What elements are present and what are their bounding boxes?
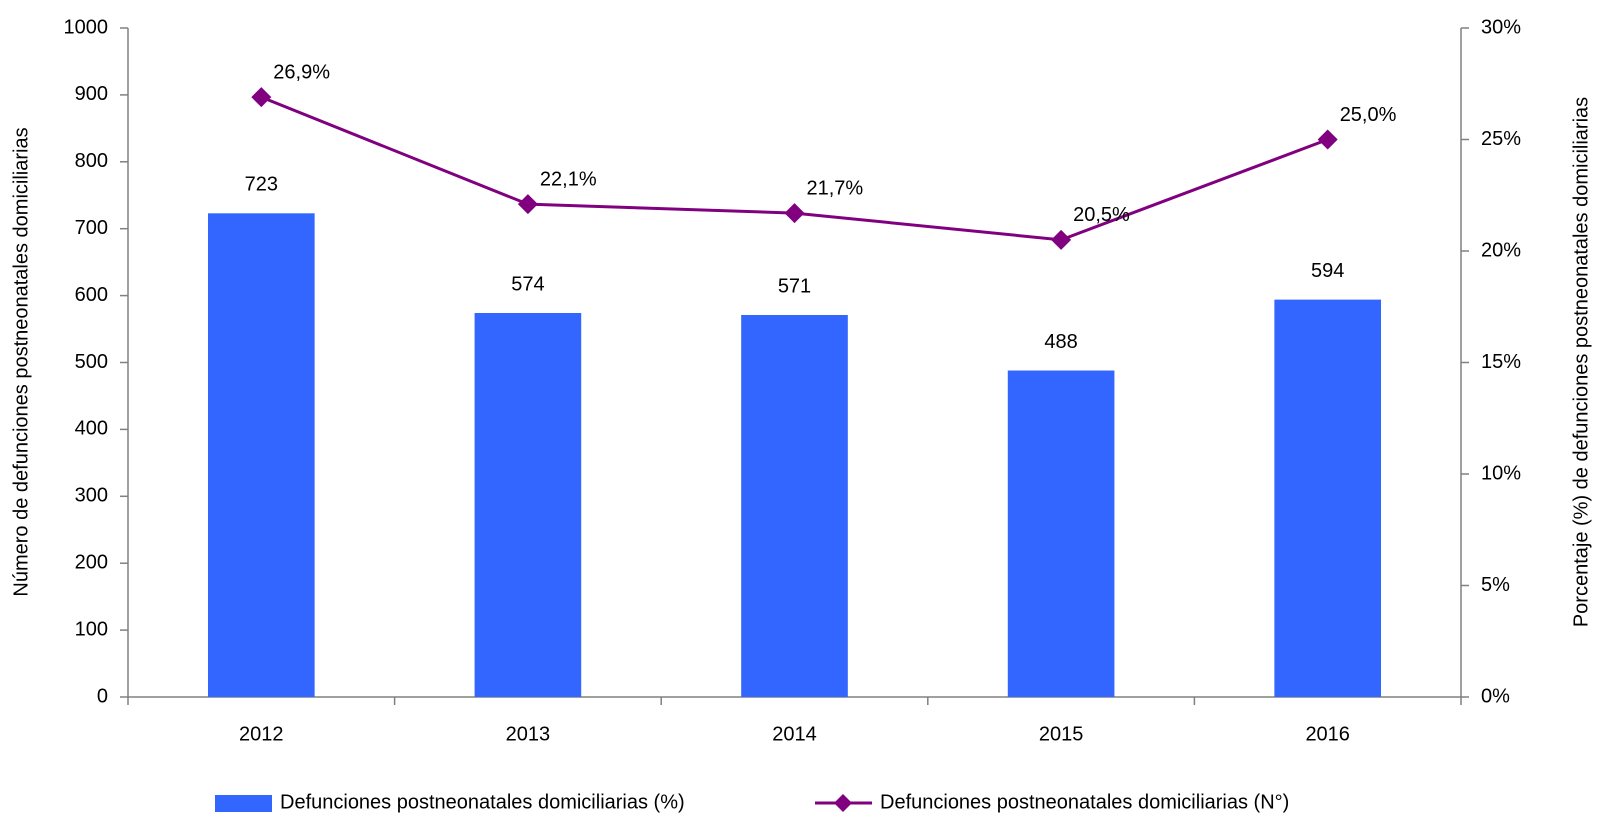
line-value-label: 22,1%	[540, 168, 597, 190]
x-tick-label: 2012	[239, 723, 284, 745]
line-marker	[517, 194, 538, 215]
bar-value-label: 594	[1311, 260, 1344, 282]
line-value-label: 25,0%	[1340, 104, 1397, 126]
line-marker	[1317, 129, 1338, 150]
x-tick-label: 2014	[772, 723, 817, 745]
y2-tick-label: 0%	[1481, 685, 1510, 707]
y2-tick-label: 30%	[1481, 16, 1521, 38]
y-tick-label: 200	[75, 551, 108, 573]
y-tick-label: 0	[97, 685, 108, 707]
y-tick-label: 400	[75, 418, 108, 440]
bar-value-label: 488	[1044, 331, 1077, 353]
x-tick-label: 2013	[506, 723, 551, 745]
legend-label: Defunciones postneonatales domiciliarias…	[880, 791, 1289, 813]
bar	[1274, 299, 1382, 697]
bar-value-label: 723	[245, 174, 278, 196]
line-value-label: 20,5%	[1073, 204, 1130, 226]
y2-tick-label: 20%	[1481, 239, 1521, 261]
y-tick-label: 1000	[64, 16, 109, 38]
y-axis-title: Número de defunciones postneonatales dom…	[10, 127, 32, 596]
line-marker	[251, 87, 272, 108]
bar	[1007, 370, 1115, 697]
bar	[741, 315, 848, 697]
y2-tick-label: 25%	[1481, 128, 1521, 150]
line-value-label: 26,9%	[273, 61, 330, 83]
line-value-label: 21,7%	[807, 177, 864, 199]
legend-label: Defunciones postneonatales domiciliarias…	[280, 791, 685, 813]
y-tick-label: 700	[75, 217, 108, 239]
x-tick-label: 2016	[1305, 723, 1350, 745]
y2-tick-label: 15%	[1481, 351, 1521, 373]
y2-axis-title: Porcentaje (%) de defunciones postneonat…	[1570, 97, 1592, 627]
line-marker	[784, 203, 805, 224]
y-tick-label: 500	[75, 351, 108, 373]
y-tick-label: 600	[75, 284, 108, 306]
y2-tick-label: 10%	[1481, 462, 1521, 484]
x-tick-label: 2015	[1039, 723, 1084, 745]
bar-value-label: 574	[511, 273, 544, 295]
legend-marker	[834, 794, 852, 812]
bar	[474, 312, 582, 697]
bar	[207, 213, 315, 698]
y-tick-label: 300	[75, 485, 108, 507]
y-tick-label: 100	[75, 618, 108, 640]
y-tick-label: 800	[75, 150, 108, 172]
y-tick-label: 900	[75, 83, 108, 105]
line-marker	[1051, 229, 1072, 250]
legend-swatch	[215, 795, 272, 812]
bar-value-label: 571	[778, 275, 811, 297]
y2-tick-label: 5%	[1481, 574, 1510, 596]
